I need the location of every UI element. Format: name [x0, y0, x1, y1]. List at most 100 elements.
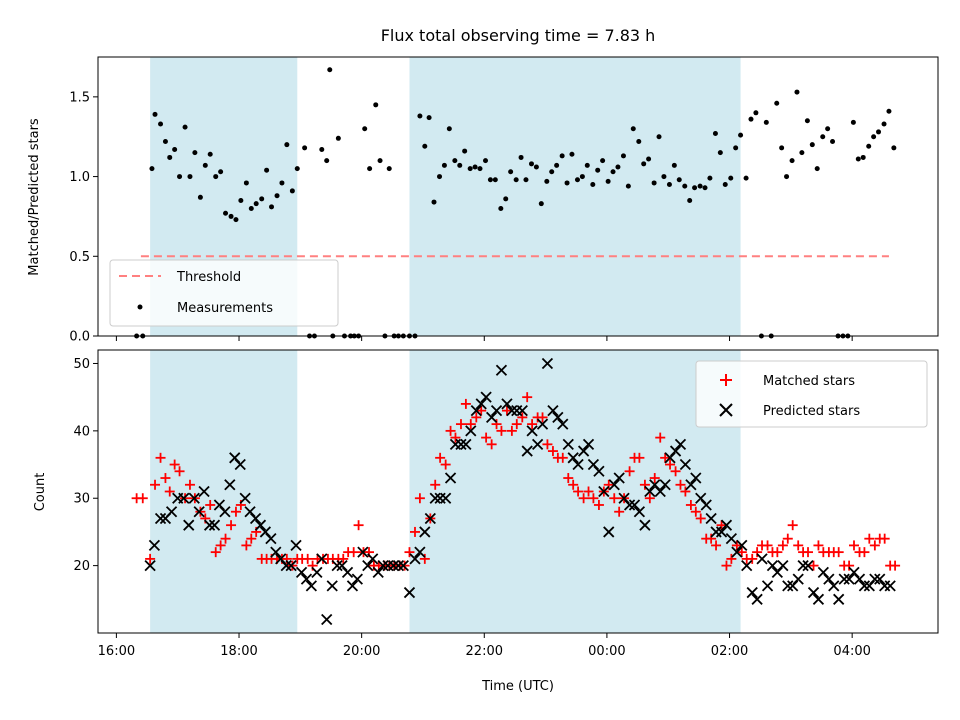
predicted-star-point	[659, 479, 671, 491]
matched-star-point	[639, 479, 650, 490]
matched-star-point	[844, 560, 855, 571]
predicted-star-point	[346, 580, 359, 592]
matched-star-point	[573, 486, 584, 497]
predicted-star-point	[756, 553, 768, 565]
matched-star-point	[496, 425, 507, 436]
predicted-star-point	[884, 580, 896, 592]
predicted-star-point	[295, 566, 308, 578]
predicted-star-point	[633, 506, 646, 518]
x-axis-label: Time (UTC)	[481, 679, 554, 694]
x-tick-label: 16:00	[98, 644, 135, 659]
measurement-point	[158, 121, 164, 127]
measurement-point	[289, 188, 295, 194]
predicted-star-point	[577, 445, 590, 457]
predicted-star-point	[685, 479, 697, 491]
predicted-star-point	[792, 573, 804, 585]
y-tick-label: 1.5	[69, 90, 90, 105]
bottom-x-ticks: 16:00 18:00 20:00 22:00 00:00 02:00 04:00	[98, 633, 871, 659]
measurement-point	[656, 134, 662, 140]
predicted-star-point	[736, 539, 748, 552]
predicted-star-point	[536, 418, 549, 430]
predicted-star-point	[628, 499, 641, 511]
matched-star-point	[486, 439, 497, 450]
measurement-point	[784, 174, 790, 180]
measurement-point	[441, 162, 447, 168]
matched-star-point	[731, 540, 742, 551]
predicted-star-point	[357, 546, 369, 558]
measurement-point	[523, 177, 529, 183]
measurement-point	[528, 161, 534, 167]
measurement-point	[513, 177, 519, 183]
predicted-star-point	[843, 573, 855, 585]
predicted-star-point	[254, 519, 267, 531]
predicted-star-point	[582, 438, 595, 450]
matched-star-point	[506, 425, 517, 436]
measurement-point	[467, 166, 473, 172]
measurement-point	[207, 151, 213, 157]
matched-star-point	[833, 547, 844, 558]
measurement-point	[492, 177, 498, 183]
predicted-star-point	[188, 492, 200, 504]
y-tick-label: 0.0	[69, 330, 90, 345]
measurement-point	[228, 213, 234, 219]
measurement-point	[324, 158, 330, 164]
top-points	[134, 67, 897, 339]
matched-star-point	[445, 425, 456, 436]
predicted-star-point	[305, 580, 318, 592]
measurement-point	[584, 162, 590, 168]
predicted-star-point	[593, 465, 605, 477]
bottom-predicted-points	[144, 357, 896, 626]
matched-star-point	[721, 560, 732, 571]
measurement-point	[738, 132, 744, 138]
matched-star-point	[614, 506, 625, 517]
predicted-star-point	[679, 458, 692, 471]
predicted-star-point	[838, 573, 850, 585]
measurement-point	[487, 177, 493, 183]
predicted-star-point	[777, 559, 789, 572]
measurement-point	[302, 145, 308, 151]
top-panel: 0.0 0.5 1.0 1.5 Matched/Predicted stars Thr…	[27, 56, 939, 345]
measurement-point	[243, 180, 249, 186]
measurement-point	[457, 162, 463, 168]
measurement-point	[533, 164, 539, 170]
predicted-star-point	[547, 405, 559, 417]
matched-star-point	[150, 479, 161, 490]
matched-star-point	[226, 520, 237, 531]
predicted-star-point	[623, 499, 636, 511]
matched-star-point	[649, 473, 660, 484]
predicted-star-point	[331, 559, 343, 572]
matched-star-point	[675, 479, 686, 490]
measurement-point	[748, 116, 754, 122]
measurement-point	[774, 100, 780, 106]
predicted-star-point	[178, 492, 190, 504]
legend-measurements-swatch	[137, 304, 143, 310]
predicted-star-point	[572, 458, 584, 471]
predicted-star-point	[219, 506, 231, 518]
measurement-point	[615, 164, 621, 170]
measurement-point	[636, 138, 642, 144]
measurement-point	[248, 205, 254, 211]
measurement-point	[503, 196, 509, 202]
matched-star-point	[246, 533, 257, 544]
legend-threshold-label: Threshold	[176, 270, 241, 285]
matched-star-point	[205, 499, 216, 510]
matched-star-point	[782, 533, 793, 544]
matched-star-point	[184, 479, 195, 490]
predicted-star-point	[377, 559, 389, 572]
matched-star-point	[471, 412, 482, 423]
top-legend: Threshold Measurements	[109, 259, 339, 327]
measurement-point	[162, 138, 168, 144]
measurement-point	[763, 119, 769, 125]
measurement-point	[881, 121, 887, 127]
measurement-point	[279, 180, 285, 186]
measurement-point	[192, 150, 198, 156]
matched-star-point	[726, 553, 737, 564]
measurement-point	[641, 161, 647, 167]
predicted-star-point	[351, 573, 363, 585]
matched-star-point	[690, 506, 701, 517]
predicted-star-point	[470, 405, 482, 417]
measurement-point	[733, 145, 739, 151]
measurement-point	[233, 217, 239, 223]
predicted-star-point	[874, 573, 886, 585]
predicted-star-point	[746, 586, 758, 599]
